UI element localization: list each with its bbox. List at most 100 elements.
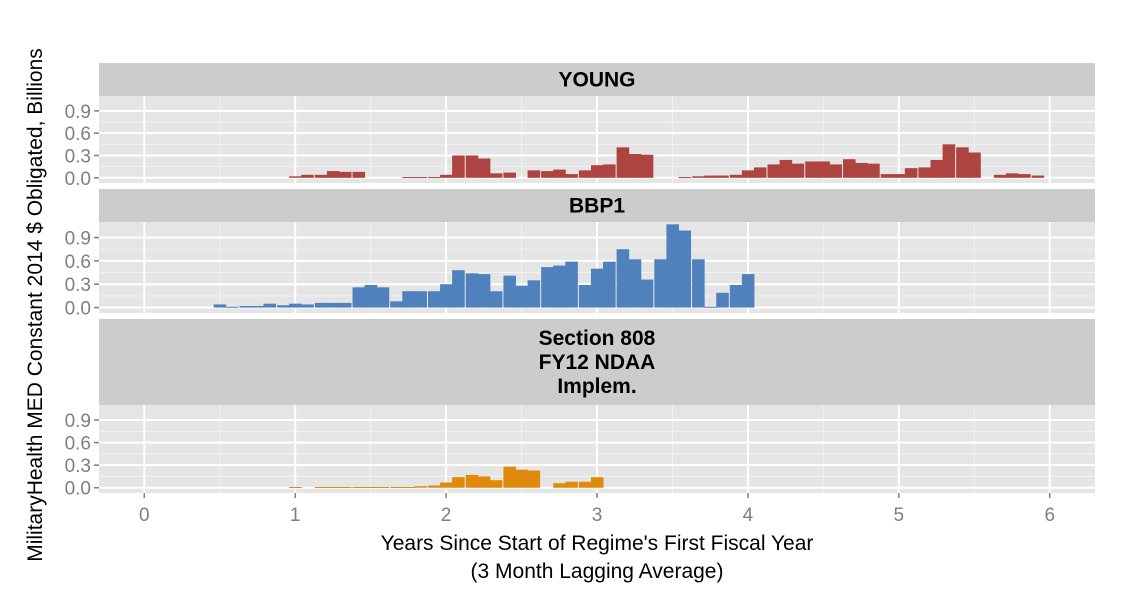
histogram-bar bbox=[640, 154, 654, 178]
histogram-bar bbox=[805, 161, 818, 178]
histogram-bar bbox=[503, 172, 517, 178]
x-tick-label: 3 bbox=[592, 505, 603, 526]
x-axis: 0 1 2 3 4 5 6 bbox=[139, 493, 1055, 526]
y-tick-label: 0.0 bbox=[65, 479, 91, 500]
facet-panel-2: BBP1 0.0 0.30.60.9 bbox=[65, 189, 1095, 320]
histogram-bar bbox=[654, 259, 667, 308]
histogram-bar bbox=[527, 280, 541, 308]
histogram-bar bbox=[277, 305, 290, 308]
histogram-bar bbox=[376, 486, 390, 488]
x-tick-label: 5 bbox=[894, 505, 905, 526]
histogram-bar bbox=[402, 177, 415, 179]
histogram-bar bbox=[352, 486, 366, 488]
histogram-bar bbox=[301, 174, 314, 178]
histogram-bar bbox=[918, 167, 932, 178]
y-axis-title: MilitaryHealth MED Constant 2014 $ Oblig… bbox=[24, 48, 47, 562]
histogram-bar bbox=[541, 171, 554, 178]
y-tick-label: 0.6 bbox=[65, 252, 91, 273]
facet-strip bbox=[99, 319, 1095, 405]
chart-panels: YOUNG0.00.30.60.9BBP10.00.30.60.9Section… bbox=[65, 63, 1095, 500]
histogram-bar bbox=[704, 175, 717, 178]
histogram-bar bbox=[289, 303, 302, 308]
histogram-bar bbox=[376, 287, 390, 308]
histogram-bar bbox=[716, 175, 729, 178]
histogram-bar bbox=[578, 285, 592, 308]
histogram-bar bbox=[565, 174, 578, 178]
y-tick-label: 0.3 bbox=[65, 275, 91, 296]
histogram-bar bbox=[590, 268, 604, 308]
histogram-bar bbox=[678, 230, 692, 308]
histogram-bar bbox=[414, 486, 427, 488]
histogram-bar bbox=[527, 470, 541, 488]
histogram-bar bbox=[452, 477, 465, 488]
histogram-bar bbox=[465, 273, 479, 308]
histogram-bar bbox=[503, 275, 517, 308]
histogram-bar bbox=[289, 176, 302, 178]
histogram-bar bbox=[541, 267, 554, 308]
facet-panel-1: YOUNG 0.00.30.60.9 bbox=[65, 63, 1095, 190]
histogram-bar bbox=[352, 287, 366, 308]
histogram-bar bbox=[414, 177, 427, 179]
y-tick-label: 0.9 bbox=[65, 411, 91, 432]
histogram-bar bbox=[314, 302, 328, 308]
histogram-bar bbox=[314, 486, 328, 488]
histogram-bar bbox=[666, 224, 679, 308]
histogram-bar bbox=[692, 259, 705, 308]
histogram-bar bbox=[289, 486, 302, 488]
histogram-bar bbox=[326, 302, 340, 308]
histogram-bar bbox=[842, 159, 856, 178]
histogram-bar bbox=[578, 481, 592, 488]
histogram-bar bbox=[1005, 173, 1019, 178]
histogram-bar bbox=[565, 261, 578, 308]
histogram-bar bbox=[767, 164, 781, 178]
histogram-bar bbox=[452, 155, 465, 178]
histogram-bar bbox=[452, 270, 465, 308]
histogram-bar bbox=[590, 477, 604, 488]
histogram-bar bbox=[477, 476, 491, 488]
histogram-bar bbox=[880, 174, 894, 178]
histogram-bar bbox=[527, 170, 541, 178]
histogram-bar bbox=[692, 176, 705, 178]
facet-strip-title: FY12 NDAA bbox=[539, 351, 656, 374]
x-tick-label: 6 bbox=[1044, 505, 1055, 526]
x-tick-label: 0 bbox=[139, 505, 150, 526]
histogram-bar bbox=[729, 285, 743, 308]
histogram-bar bbox=[603, 164, 616, 178]
y-tick-label: 0.3 bbox=[65, 456, 91, 477]
histogram-bar bbox=[489, 480, 503, 488]
histogram-bar bbox=[427, 177, 441, 179]
histogram-bar bbox=[553, 265, 566, 308]
x-axis-title-line-1: Years Since Start of Regime's First Fisc… bbox=[381, 532, 814, 555]
histogram-bar bbox=[892, 174, 906, 178]
x-tick-label: 4 bbox=[743, 505, 754, 526]
histogram-bar bbox=[314, 174, 328, 178]
histogram-bar bbox=[855, 162, 868, 178]
histogram-bar bbox=[942, 144, 956, 178]
x-tick-label: 1 bbox=[290, 505, 301, 526]
y-tick-label: 0.3 bbox=[65, 146, 91, 167]
histogram-bar bbox=[414, 291, 427, 308]
histogram-bar bbox=[338, 302, 352, 308]
histogram-bar bbox=[326, 171, 340, 178]
histogram-bar bbox=[956, 147, 969, 178]
histogram-bar bbox=[753, 167, 767, 178]
facet-strip-title: Implem. bbox=[557, 375, 636, 398]
y-tick-label: 0.0 bbox=[65, 169, 91, 190]
histogram-bar bbox=[616, 147, 630, 178]
histogram-bar bbox=[904, 168, 918, 178]
histogram-bar bbox=[1018, 174, 1031, 178]
histogram-bar bbox=[390, 486, 403, 488]
histogram-bar bbox=[678, 177, 692, 179]
histogram-bar bbox=[628, 259, 642, 308]
histogram-bar bbox=[427, 291, 441, 308]
histogram-bar bbox=[993, 174, 1007, 178]
histogram-bar bbox=[390, 301, 403, 308]
histogram-bar bbox=[867, 163, 880, 178]
histogram-bar bbox=[477, 274, 491, 308]
histogram-bar bbox=[968, 152, 981, 178]
y-tick-label: 0.0 bbox=[65, 299, 91, 320]
histogram-bar bbox=[402, 291, 415, 308]
histogram-bar bbox=[338, 171, 352, 178]
x-axis-title-line-2: (3 Month Lagging Average) bbox=[471, 560, 724, 583]
